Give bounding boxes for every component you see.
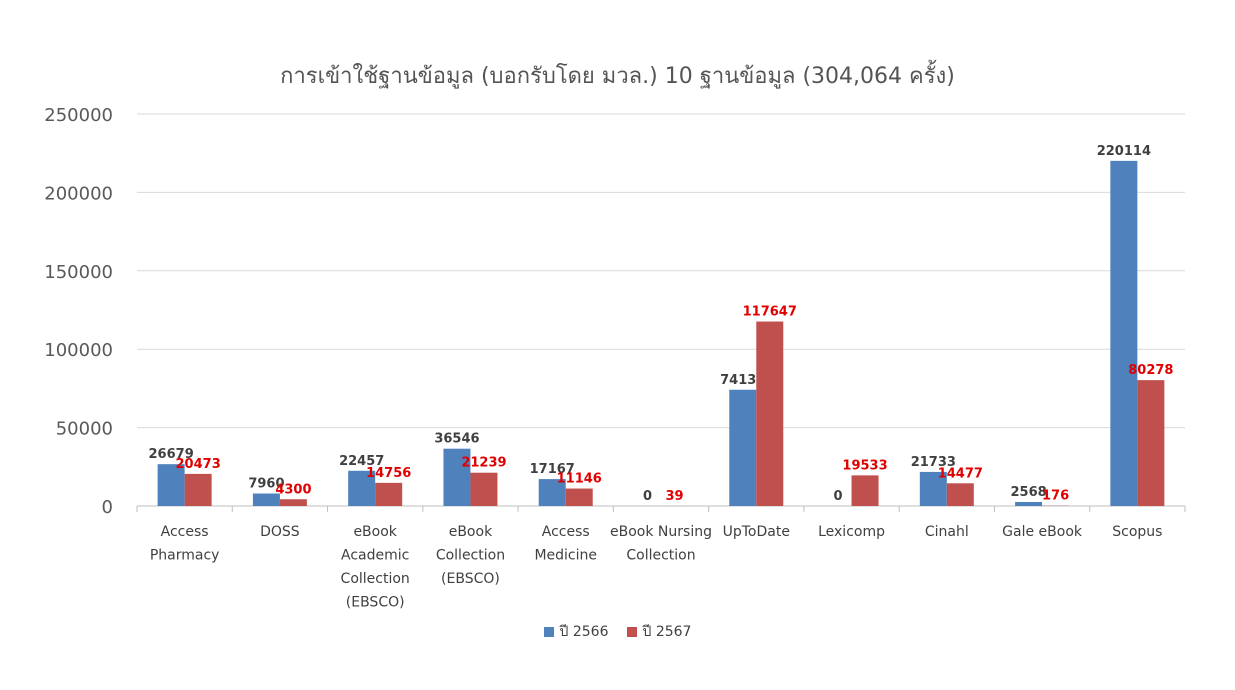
bar (538, 479, 566, 506)
bar (729, 389, 757, 506)
bar (184, 473, 212, 506)
data-label: 80278 (1128, 363, 1173, 378)
x-tick-label: Collection (341, 571, 410, 587)
x-tick-label: Collection (436, 548, 505, 564)
x-tick-label: DOSS (260, 524, 300, 540)
bar (443, 448, 471, 506)
legend-item-2567: ปี 2567 (626, 621, 692, 643)
data-label: 220114 (1097, 144, 1151, 159)
bar (851, 475, 879, 506)
y-tick-label: 250000 (44, 105, 113, 126)
bar (946, 483, 974, 506)
data-label: 17167 (530, 462, 575, 477)
data-label: 14756 (366, 466, 411, 481)
y-tick-label: 100000 (44, 340, 113, 361)
x-tick-label: Medicine (534, 548, 597, 564)
data-label: 11146 (557, 472, 602, 487)
x-tick-label: Academic (341, 548, 409, 564)
y-tick-label: 150000 (44, 262, 113, 283)
data-label: 0 (834, 489, 843, 504)
x-tick-label: Scopus (1112, 524, 1162, 540)
x-tick-label: (EBSCO) (441, 571, 500, 587)
bar (1137, 380, 1165, 506)
bar (1110, 160, 1138, 506)
legend-label-2567: ปี 2567 (642, 624, 692, 640)
x-tick-label: Lexicomp (818, 524, 885, 540)
bar (1015, 501, 1043, 506)
x-tick-label: eBook (353, 524, 397, 540)
data-label: 176 (1042, 489, 1069, 504)
x-tick-label: Gale eBook (1002, 524, 1083, 540)
bar (252, 493, 280, 506)
bar (565, 488, 593, 506)
data-label: 22457 (339, 454, 384, 469)
bar (375, 482, 403, 506)
legend-label-2566: ปี 2566 (559, 624, 609, 640)
y-tick-label: 200000 (44, 183, 113, 204)
x-tick-label: Cinahl (925, 524, 969, 540)
bar (348, 470, 376, 506)
legend-item-2566: ปี 2566 (543, 621, 609, 643)
data-label: 26679 (149, 447, 194, 462)
x-tick-label: eBook (449, 524, 493, 540)
data-label: 4300 (275, 482, 311, 497)
data-label: 21733 (911, 455, 956, 470)
x-tick-label: eBook Nursing (610, 524, 712, 540)
bar (470, 472, 498, 506)
data-label: 2568 (1010, 485, 1046, 500)
data-label: 20473 (176, 457, 221, 472)
chart-title: การเข้าใช้ฐานข้อมูล (บอกรับโดย มวล.) 10 … (280, 64, 955, 89)
data-label: 19533 (842, 458, 887, 473)
bar (756, 321, 784, 506)
data-label: 14477 (938, 466, 983, 481)
x-tick-label: (EBSCO) (346, 595, 405, 611)
legend: ปี 2566 ปี 2567 (0, 621, 1235, 643)
y-tick-label: 50000 (56, 419, 113, 440)
x-tick-label: Pharmacy (150, 548, 220, 564)
data-label: 74138 (720, 373, 765, 388)
data-label: 36546 (434, 432, 479, 447)
y-tick-label: 0 (102, 497, 113, 518)
bar (157, 464, 185, 506)
x-tick-label: Collection (626, 548, 695, 564)
data-label: 7960 (248, 477, 284, 492)
data-label: 0 (643, 489, 652, 504)
legend-swatch-2567 (626, 627, 637, 637)
data-label: 117647 (743, 305, 797, 320)
bar (919, 471, 947, 506)
data-label: 39 (665, 489, 683, 504)
x-tick-label: UpToDate (723, 524, 790, 540)
legend-swatch-2566 (543, 627, 554, 637)
bar (279, 499, 307, 506)
x-tick-label: Access (161, 524, 209, 540)
x-tick-label: Access (542, 524, 590, 540)
data-label: 21239 (461, 456, 506, 471)
